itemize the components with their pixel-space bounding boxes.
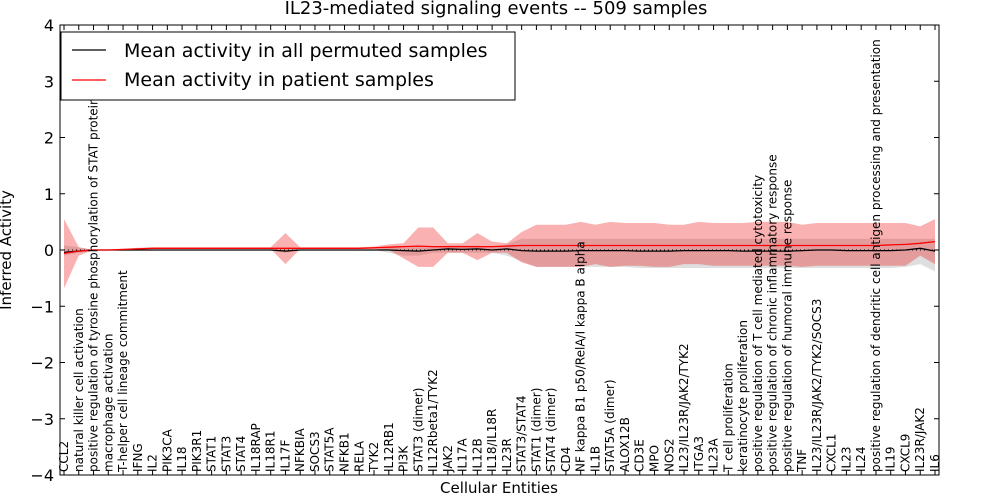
x-category-label: JAK2 [441,445,455,473]
band-patient [64,219,935,289]
x-category-label: TNF [795,449,809,473]
x-axis-title: Cellular Entities [440,479,558,497]
legend-label-patient: Mean activity in patient samples [124,69,434,91]
x-category-label: positive regulation of chronic inflammat… [766,154,780,472]
x-category-label: T cell proliferation [721,363,735,473]
y-axis-title: Inferred Activity [0,190,15,310]
x-category-label: CXCL1 [825,434,839,472]
y-tick-label: 1 [44,185,54,204]
x-category-label: IL12Rbeta1/TYK2 [426,369,440,472]
y-axis-ticks: −4 −3 −2 −1 0 1 2 3 4 [30,16,939,485]
x-category-label: positive regulation of humoral immune re… [780,180,794,472]
y-tick-label: −3 [30,410,54,429]
y-tick-label: 4 [44,16,54,35]
x-category-label: STAT5A [323,427,337,472]
x-category-label: IL23R [500,438,514,472]
lines-layer [63,240,936,255]
x-category-label: NF kappa B1 p50/RelA/I kappa B alpha [574,241,588,472]
y-tick-label: 0 [44,241,54,260]
x-category-label: PIK3R1 [190,430,204,472]
x-axis-category-labels: CCL2 natural killer cell activation positi… [57,39,942,473]
x-category-label: IFNG [131,443,145,472]
legend-frame [60,31,516,101]
series-line-patient [63,240,936,255]
x-category-label: NFKBIA [293,427,307,472]
x-category-label: IL23R/JAK2 [913,407,927,472]
legend-label-permuted: Mean activity in all permuted samples [124,40,487,62]
y-tick-label: −4 [30,466,54,485]
x-category-label: IL1B [589,446,603,472]
series-line-permuted [63,247,936,253]
x-category-label: natural killer cell activation [72,308,86,472]
x-category-label: IL18RAP [249,423,263,472]
x-category-label: STAT4 (dimer) [544,388,558,472]
x-category-label: IL18/IL18R [485,409,499,472]
x-category-label: CCL2 [57,441,71,472]
x-category-label: PIK3CA [160,428,174,472]
x-category-label: IL12RB1 [382,422,396,472]
x-category-label: NOS2 [662,438,676,472]
x-category-label: STAT3 (dimer) [411,388,425,472]
x-category-label: positive regulation of tyrosine phosphor… [87,97,101,472]
x-category-label: CXCL9 [899,434,913,472]
x-category-label: TYK2 [367,442,381,473]
x-category-label: STAT5A (dimer) [603,379,617,472]
x-category-label: IL17A [456,438,470,472]
x-category-label: CD3E [633,439,647,472]
x-category-label: SOCS3 [308,431,322,472]
x-category-label: IL18R1 [264,431,278,472]
x-category-label: keratinocyte proliferation [736,320,750,472]
y-tick-label: −2 [30,354,54,373]
bands-layer [64,219,935,289]
x-category-label: CD4 [559,447,573,472]
x-category-label: IL18 [175,447,189,473]
x-category-label: positive regulation of dendritic cell an… [869,39,883,472]
x-category-label: IL17F [278,440,292,472]
band-permuted [64,238,935,272]
x-category-label: STAT3/STAT4 [515,395,529,472]
x-category-label: ALOX12B [618,417,632,472]
x-category-label: IL2 [146,454,160,472]
legend: Mean activity in all permuted samples Me… [60,31,516,101]
x-category-label: STAT1 [205,436,219,472]
x-category-label: ITGA3 [692,436,706,472]
x-axis-ticks [63,25,936,475]
x-category-label: IL24 [854,447,868,473]
x-category-label: IL23/IL23R/JAK2/TYK2/SOCS3 [810,299,824,472]
y-tick-label: 3 [44,72,54,91]
x-category-label: STAT1 (dimer) [529,388,543,472]
chart-title: IL23-mediated signaling events -- 509 sa… [285,0,708,19]
x-category-label: IL12B [470,438,484,472]
x-category-label: IL19 [884,447,898,473]
x-category-label: STAT4 [234,436,248,472]
x-category-label: IL6 [928,454,942,472]
x-category-label: T-helper cell lineage commitment [116,270,130,473]
x-category-label: NFKB1 [338,432,352,472]
x-category-label: IL23/IL23R/JAK2/TYK2 [677,343,691,472]
y-tick-label: 2 [44,129,54,148]
x-category-label: IL23 [839,447,853,473]
x-category-label: MPO [648,445,662,472]
x-category-label: IL23A [707,438,721,472]
x-category-label: positive regulation of T cell mediated c… [751,175,765,472]
x-category-label: macrophage activation [101,334,115,472]
y-tick-label: −1 [30,297,54,316]
x-category-label: PI3K [397,445,411,472]
x-category-label: RELA [352,440,366,472]
x-category-label: STAT3 [219,436,233,472]
